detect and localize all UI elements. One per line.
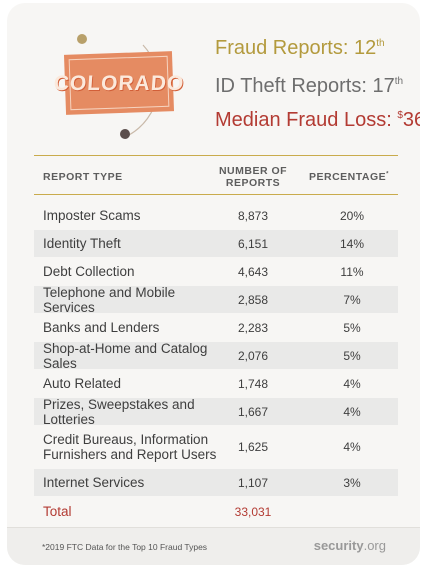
- report-count-cell: 2,076: [237, 348, 269, 363]
- fraud-reports-stat: Fraud Reports: 12th: [215, 37, 385, 59]
- table-row: Prizes, Sweepstakes and Lotteries 1,667 …: [34, 396, 398, 427]
- median-fraud-loss-stat: Median Fraud Loss: $365: [215, 109, 420, 131]
- report-count-cell: 1,748: [237, 376, 269, 391]
- colorado-emblem-icon: [48, 34, 175, 139]
- table-row: Credit Bureaus, Information Furnishers a…: [34, 427, 398, 467]
- table-row: Shop-at-Home and Catalog Sales 2,076 5%: [34, 340, 398, 371]
- report-type-cell: Credit Bureaus, Information Furnishers a…: [43, 432, 217, 462]
- percentage-cell: 4%: [343, 376, 361, 391]
- report-count-cell: 4,643: [237, 264, 269, 279]
- percentage-cell: 14%: [339, 236, 365, 251]
- infographic-card: COLORADO Fraud Reports: 12th ID Theft Re…: [7, 3, 420, 565]
- report-type-cell: Internet Services: [43, 475, 145, 490]
- report-count-cell: 2,858: [237, 292, 269, 307]
- table-header-rule: [34, 194, 398, 195]
- report-type-cell: Debt Collection: [43, 264, 135, 279]
- report-type-cell: Auto Related: [43, 376, 122, 391]
- percentage-cell: 4%: [343, 404, 361, 419]
- footer-band: [7, 528, 420, 565]
- table-row: Telephone and Mobile Services 2,858 7%: [34, 284, 398, 315]
- report-count-cell: 1,625: [237, 440, 269, 454]
- report-type-cell: Imposter Scams: [43, 208, 141, 223]
- percentage-cell: 20%: [339, 208, 365, 223]
- id-theft-reports-stat: ID Theft Reports: 17th: [215, 75, 404, 97]
- header-report-type: REPORT TYPE: [43, 171, 123, 183]
- report-count-cell: 1,107: [237, 475, 269, 490]
- report-type-cell: Shop-at-Home and Catalog Sales: [43, 340, 208, 371]
- total-count: 33,031: [234, 504, 272, 519]
- percentage-cell: 3%: [343, 475, 361, 490]
- logo-text: COLORADO: [52, 72, 186, 95]
- percentage-cell: 4%: [343, 440, 361, 454]
- footnote: *2019 FTC Data for the Top 10 Fraud Type…: [42, 542, 208, 552]
- colorado-logo: COLORADO: [7, 3, 207, 153]
- report-type-cell: Prizes, Sweepstakes and Lotteries: [43, 396, 195, 427]
- table-row: Banks and Lenders 2,283 5%: [34, 314, 398, 341]
- report-type-cell: Telephone and Mobile Services: [43, 284, 176, 315]
- footer-divider: [7, 527, 420, 528]
- table-row: Imposter Scams 8,873 20%: [34, 202, 398, 229]
- report-count-cell: 2,283: [237, 320, 269, 335]
- total-label: Total: [43, 504, 72, 519]
- header-number-of-reports: NUMBER OF REPORTS: [218, 165, 288, 189]
- brand-logo: security.org: [313, 538, 386, 553]
- percentage-cell: 5%: [343, 320, 361, 335]
- table-row: Internet Services 1,107 3%: [34, 469, 398, 496]
- total-row: Total 33,031: [34, 498, 398, 525]
- percentage-cell: 11%: [340, 264, 364, 279]
- table-row: Debt Collection 4,643 11%: [34, 258, 398, 285]
- report-count-cell: 1,667: [237, 404, 269, 419]
- table-top-rule: [34, 155, 398, 156]
- table-row: Auto Related 1,748 4%: [34, 370, 398, 397]
- header-percentage: PERCENTAGE*: [309, 171, 389, 183]
- table-row: Identity Theft 6,151 14%: [34, 230, 398, 257]
- report-type-cell: Identity Theft: [43, 236, 121, 251]
- report-type-cell: Banks and Lenders: [43, 320, 160, 335]
- report-count-cell: 6,151: [237, 236, 269, 251]
- percentage-cell: 5%: [343, 348, 361, 363]
- percentage-cell: 7%: [343, 292, 361, 307]
- report-count-cell: 8,873: [237, 208, 269, 223]
